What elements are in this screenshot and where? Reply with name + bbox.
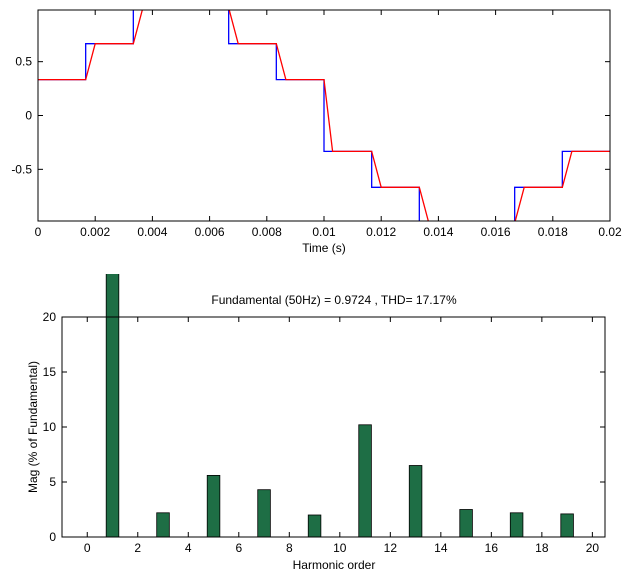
y-tick-label: 0.5 bbox=[15, 55, 32, 69]
x-tick-label: 0.012 bbox=[366, 225, 396, 239]
x-tick-label: 0 bbox=[35, 225, 42, 239]
x-tick-label: 0.006 bbox=[195, 225, 225, 239]
axes-box bbox=[61, 316, 606, 538]
bar bbox=[560, 513, 574, 537]
line-series bbox=[38, 10, 610, 221]
bar bbox=[105, 274, 120, 537]
line-series bbox=[38, 10, 610, 221]
y-tick-label: 15 bbox=[43, 365, 57, 379]
x-tick-label: 0.002 bbox=[80, 225, 110, 239]
x-tick-label: 16 bbox=[485, 541, 499, 555]
bar bbox=[257, 489, 271, 537]
bar bbox=[206, 474, 221, 537]
x-tick-label: 12 bbox=[384, 541, 398, 555]
y-tick-label: 20 bbox=[43, 310, 57, 324]
bar bbox=[307, 514, 322, 537]
x-tick-label: 0 bbox=[84, 541, 91, 555]
x-tick-label: 0.016 bbox=[481, 225, 511, 239]
x-tick-label: 0.008 bbox=[252, 225, 282, 239]
x-tick-label: 4 bbox=[185, 541, 192, 555]
y-tick-label: -0.5 bbox=[11, 162, 32, 176]
bar bbox=[459, 509, 473, 537]
y-tick-label: 0 bbox=[25, 109, 32, 123]
bar bbox=[509, 512, 524, 537]
x-tick-label: 10 bbox=[333, 541, 347, 555]
bar bbox=[156, 512, 170, 537]
y-axis-label: Mag (% of Fundamental) bbox=[26, 361, 40, 493]
x-tick-label: 0.014 bbox=[423, 225, 453, 239]
x-axis-label: Time (s) bbox=[302, 241, 346, 255]
x-tick-label: 0.02 bbox=[598, 225, 622, 239]
y-tick-label: 10 bbox=[43, 420, 57, 434]
x-tick-label: 6 bbox=[235, 541, 242, 555]
x-tick-label: 18 bbox=[535, 541, 549, 555]
x-tick-label: 20 bbox=[586, 541, 600, 555]
x-tick-label: 2 bbox=[134, 541, 141, 555]
y-tick-label: 5 bbox=[49, 475, 56, 489]
x-tick-label: 0.004 bbox=[137, 225, 167, 239]
x-tick-label: 14 bbox=[434, 541, 448, 555]
bar bbox=[408, 465, 423, 537]
x-tick-label: 0.01 bbox=[312, 225, 336, 239]
plot-area bbox=[105, 274, 574, 537]
plot-area bbox=[38, 10, 610, 221]
x-axis-label: Harmonic order bbox=[293, 558, 376, 572]
x-tick-label: 8 bbox=[286, 541, 293, 555]
y-tick-label: 0 bbox=[49, 530, 56, 544]
x-tick-label: 0.018 bbox=[538, 225, 568, 239]
bar bbox=[358, 424, 372, 537]
chart-title: Fundamental (50Hz) = 0.9724 , THD= 17.17… bbox=[211, 293, 457, 307]
